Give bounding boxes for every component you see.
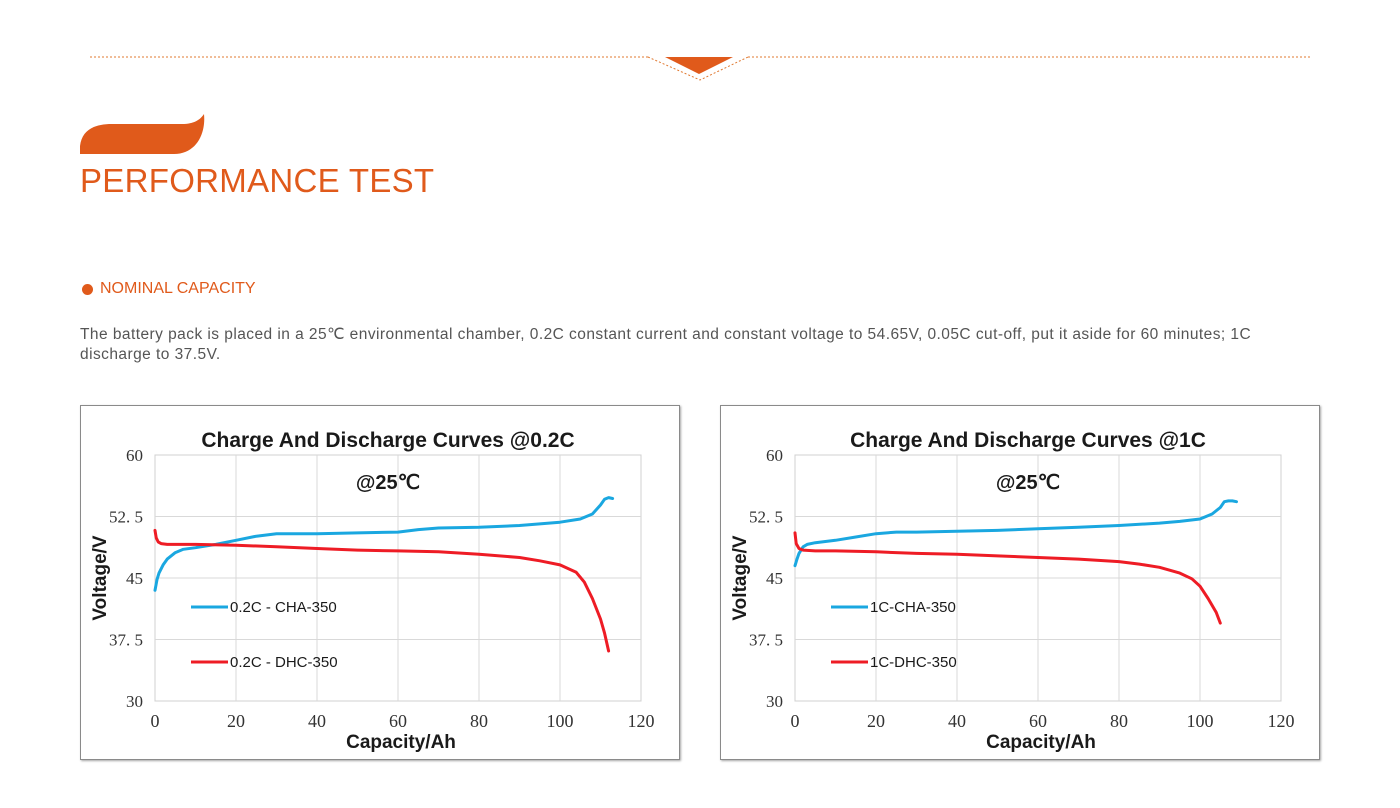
x-tick-label: 80 — [1110, 711, 1128, 731]
chart-svg-1c: 0 20 40 60 80 100 120 60 52. 5 45 37. 5 30 Charge An… — [730, 429, 1295, 753]
legend-label: 1C-CHA-350 — [870, 599, 956, 616]
x-tick-label: 120 — [1268, 711, 1295, 731]
section-label: NOMINAL CAPACITY — [82, 280, 256, 298]
description-text: The battery pack is placed in a 25℃ envi… — [80, 326, 1252, 363]
x-tick-label: 20 — [867, 711, 885, 731]
chart-svg-0.2c: 0 20 40 60 80 100 120 60 52. 5 45 37. 5 30 Charge An… — [90, 429, 655, 753]
series-line-discharge — [153, 528, 611, 653]
chart-panel-0.2c: 0 20 40 60 80 100 120 60 52. 5 45 37. 5 30 Charge An… — [80, 405, 680, 760]
y-axis-label: Voltage/V — [90, 535, 111, 620]
swoosh-icon — [80, 114, 205, 154]
x-tick-label: 0 — [151, 711, 160, 731]
x-axis-label: Capacity/Ah — [986, 732, 1096, 753]
chart-subtitle: @25℃ — [996, 472, 1060, 494]
x-tick-label: 80 — [470, 711, 488, 731]
x-tick-label: 100 — [547, 711, 574, 731]
legend-label: 0.2C - CHA-350 — [230, 599, 337, 616]
heading-block: PERFORMANCE TEST — [80, 112, 500, 202]
bullet-dot-icon — [82, 283, 93, 295]
x-tick-label: 60 — [389, 711, 407, 731]
x-tick-label: 120 — [628, 711, 655, 731]
series-line-charge — [793, 499, 1238, 568]
chevron-down-icon — [665, 57, 733, 74]
x-axis-label: Capacity/Ah — [346, 732, 456, 753]
x-tick-label: 20 — [227, 711, 245, 731]
y-tick-label: 37. 5 — [109, 631, 143, 650]
y-tick-label: 45 — [766, 569, 783, 588]
y-tick-label: 52. 5 — [749, 508, 783, 527]
y-tick-label: 60 — [126, 446, 143, 465]
x-tick-label: 40 — [948, 711, 966, 731]
chart-panel-1c: 0 20 40 60 80 100 120 60 52. 5 45 37. 5 30 Charge An… — [720, 405, 1320, 760]
section-label-text: NOMINAL CAPACITY — [100, 280, 256, 297]
y-tick-label: 45 — [126, 569, 143, 588]
y-tick-label: 30 — [766, 692, 783, 711]
series-line-charge — [153, 496, 615, 592]
x-tick-label: 0 — [791, 711, 800, 731]
series-line-discharge — [793, 531, 1222, 625]
legend-label: 1C-DHC-350 — [870, 654, 957, 671]
x-tick-label: 60 — [1029, 711, 1047, 731]
top-divider — [90, 56, 1310, 81]
x-tick-label: 40 — [308, 711, 326, 731]
page-title: PERFORMANCE TEST — [80, 162, 435, 199]
y-tick-label: 37. 5 — [749, 631, 783, 650]
y-tick-label: 30 — [126, 692, 143, 711]
chart-subtitle: @25℃ — [356, 472, 420, 494]
y-tick-label: 60 — [766, 446, 783, 465]
chart-title: Charge And Discharge Curves @0.2C — [201, 429, 574, 452]
legend-label: 0.2C - DHC-350 — [230, 654, 338, 671]
chart-title: Charge And Discharge Curves @1C — [850, 429, 1206, 452]
y-axis-label: Voltage/V — [730, 535, 751, 620]
y-tick-label: 52. 5 — [109, 508, 143, 527]
x-tick-label: 100 — [1187, 711, 1214, 731]
